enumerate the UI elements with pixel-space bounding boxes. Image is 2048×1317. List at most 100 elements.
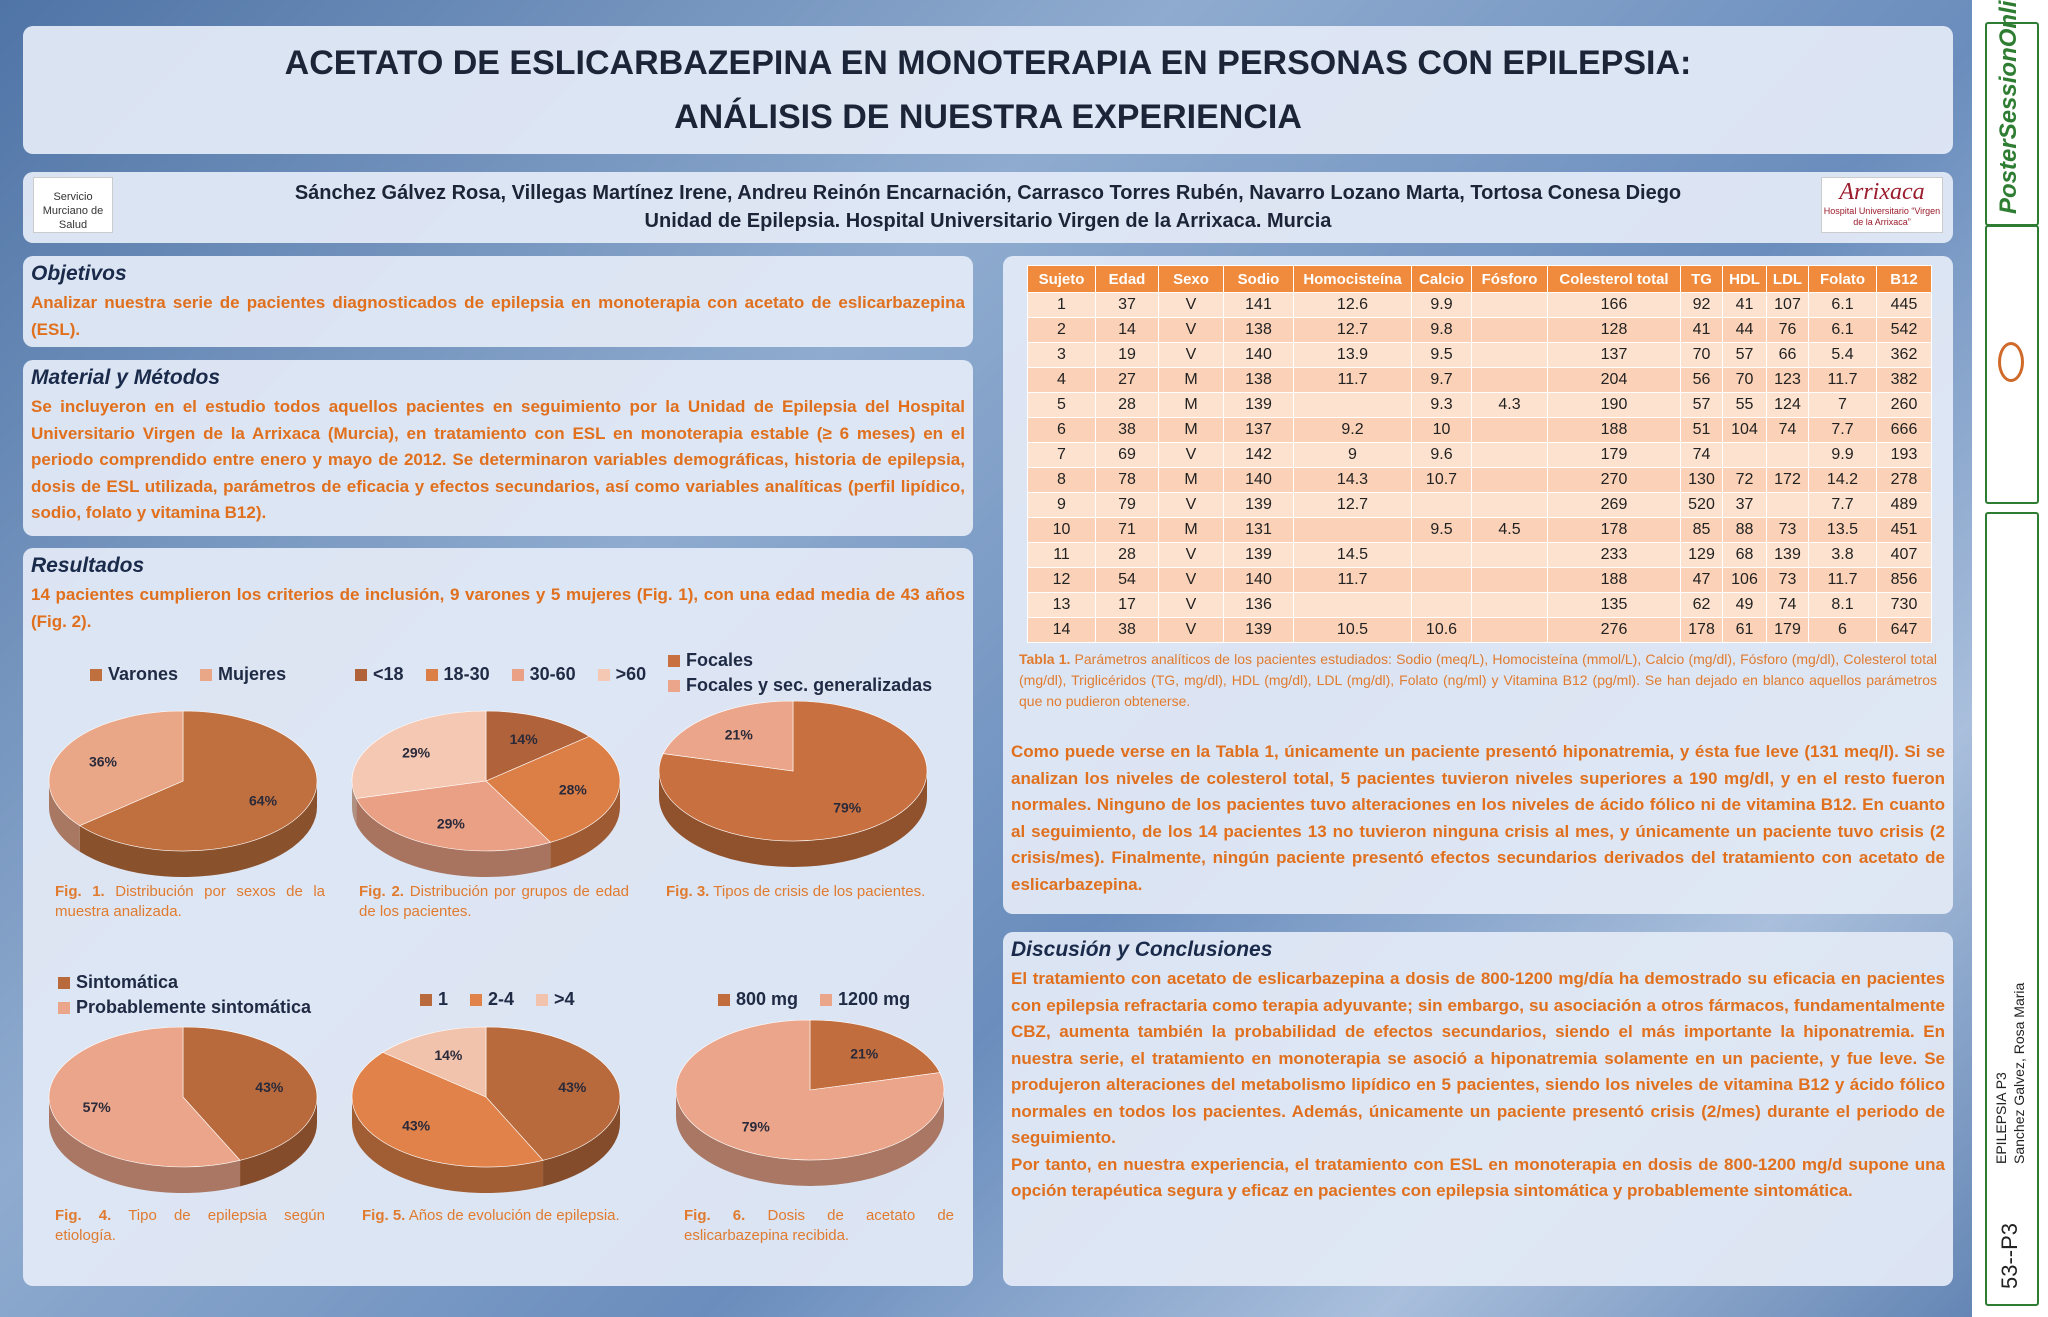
table-cell: 4 [1027, 367, 1096, 393]
table-cell [1411, 567, 1472, 593]
table-cell: 137 [1547, 342, 1681, 368]
table-cell: 10.5 [1293, 617, 1412, 643]
table-cell: 14 [1027, 617, 1096, 643]
logo-left: Servicio Murciano de Salud [33, 177, 113, 233]
table-cell [1471, 342, 1548, 368]
table-cell: 57 [1722, 342, 1767, 368]
legend-item: >4 [536, 989, 575, 1010]
table-cell: M [1158, 467, 1224, 493]
table-cell [1471, 467, 1548, 493]
legend-item: Varones [90, 664, 178, 685]
table-cell: 233 [1547, 542, 1681, 568]
table-cell: 27 [1095, 367, 1159, 393]
table-cell: 70 [1680, 342, 1723, 368]
table-row: 14 38 V 139 10.5 10.6 276 178 61 179 6 647 [1027, 617, 1932, 643]
table-cell: 38 [1095, 417, 1159, 443]
table-header: HDL [1722, 265, 1767, 293]
table-cell: 70 [1722, 367, 1767, 393]
table-cell: 7.7 [1808, 417, 1877, 443]
table-cell [1293, 392, 1412, 418]
legend-swatch [511, 668, 524, 681]
table-cell: 88 [1722, 517, 1767, 543]
section-title: Objetivos [31, 262, 127, 285]
legend-item: 18-30 [425, 664, 490, 685]
legend-swatch [58, 1001, 70, 1014]
caption-label: Fig. 3. [666, 883, 710, 900]
table-cell: V [1158, 617, 1224, 643]
legend-label: <18 [373, 664, 404, 684]
table-cell: 666 [1876, 417, 1932, 443]
table-cell: 12 [1027, 567, 1096, 593]
table-cell: 9.9 [1411, 292, 1472, 318]
legend: Sintomática Probablemente sintomática [58, 972, 311, 1018]
table-cell: 139 [1223, 492, 1294, 518]
table-cell: 5.4 [1808, 342, 1877, 368]
table-cell: 76 [1766, 317, 1809, 343]
table-cell: 13.5 [1808, 517, 1877, 543]
section-title: Resultados [31, 554, 145, 577]
table-cell [1471, 317, 1548, 343]
section-text: 14 pacientes cumplieron los criterios de… [31, 585, 965, 631]
legend-label: >4 [554, 989, 575, 1009]
legend-label: Probablemente sintomática [76, 997, 312, 1017]
figure-caption: Fig. 4. Tipo de epilepsia según etiologí… [55, 1206, 325, 1246]
caption-label: Fig. 4. [55, 1207, 112, 1224]
table-cell: 124 [1766, 392, 1809, 418]
table-cell: 139 [1766, 542, 1809, 568]
table-cell: 178 [1680, 617, 1723, 643]
objetivos-box: Objetivos Analizar nuestra serie de paci… [23, 256, 973, 347]
table-cell: 204 [1547, 367, 1681, 393]
legend-swatch [355, 668, 367, 681]
table-cell: 3.8 [1808, 542, 1877, 568]
table-cell: 12.6 [1293, 292, 1412, 318]
table-cell: 451 [1876, 517, 1932, 543]
legend-item: Probablemente sintomática [58, 997, 311, 1018]
caption-text: Tipos de crisis de los pacientes. [713, 883, 926, 900]
table-cell: 19 [1095, 342, 1159, 368]
table-cell: 73 [1766, 517, 1809, 543]
table-row: 7 69 V 142 9 9.6 179 74 9.9 193 [1027, 442, 1932, 468]
table-row: 6 38 M 137 9.2 10 188 51 104 74 7.7 666 [1027, 417, 1932, 443]
table-cell: 10 [1027, 517, 1096, 543]
table-cell: 137 [1223, 417, 1294, 443]
table-cell: 269 [1547, 492, 1681, 518]
table-row: 8 78 M 140 14.3 10.7 270 130 72 172 14.2 278 [1027, 467, 1932, 493]
table-cell: 72 [1722, 467, 1767, 493]
discusion-box: Discusión y Conclusiones El tratamiento … [1003, 932, 1953, 1286]
legend-item: Sintomática [58, 972, 311, 993]
table-cell: 138 [1223, 317, 1294, 343]
legend-item: Mujeres [200, 664, 286, 685]
table-cell: 54 [1095, 567, 1159, 593]
table-cell: 71 [1095, 517, 1159, 543]
table-cell: 74 [1766, 592, 1809, 618]
caption-text: Distribución por grupos de edad de los p… [359, 883, 629, 920]
table-header: LDL [1766, 265, 1809, 293]
table-cell: 28 [1095, 392, 1159, 418]
legend-swatch [597, 668, 610, 681]
table-row: 5 28 M 139 9.3 4.3 190 57 55 124 7 260 [1027, 392, 1932, 418]
table-cell: 69 [1095, 442, 1159, 468]
table-cell: 8 [1027, 467, 1096, 493]
table-cell: 123 [1766, 367, 1809, 393]
table-cell: 17 [1095, 592, 1159, 618]
table-cell: 129 [1680, 542, 1723, 568]
legend-item: <18 [355, 664, 404, 685]
table-cell: 28 [1095, 542, 1159, 568]
table-row: 13 17 V 136 135 62 49 74 8.1 730 [1027, 592, 1932, 618]
table-cell [1766, 492, 1809, 518]
table-header: Sexo [1158, 265, 1224, 293]
table-cell: 38 [1095, 617, 1159, 643]
sidebar-logo [1998, 342, 2024, 382]
logo-right-sub: Hospital Universitario “Virgen de la Arr… [1823, 206, 1941, 227]
legend: Varones Mujeres [90, 664, 286, 685]
table-cell: 9 [1027, 492, 1096, 518]
table-cell: 270 [1547, 467, 1681, 493]
table-cell: 542 [1876, 317, 1932, 343]
table-cell: 188 [1547, 567, 1681, 593]
table-cell: 6 [1027, 417, 1096, 443]
table-cell: 136 [1223, 592, 1294, 618]
affiliation: Unidad de Epilepsia. Hospital Universita… [644, 210, 1332, 232]
authors: Sánchez Gálvez Rosa, Villegas Martínez I… [294, 182, 1682, 204]
table-cell: 78 [1095, 467, 1159, 493]
